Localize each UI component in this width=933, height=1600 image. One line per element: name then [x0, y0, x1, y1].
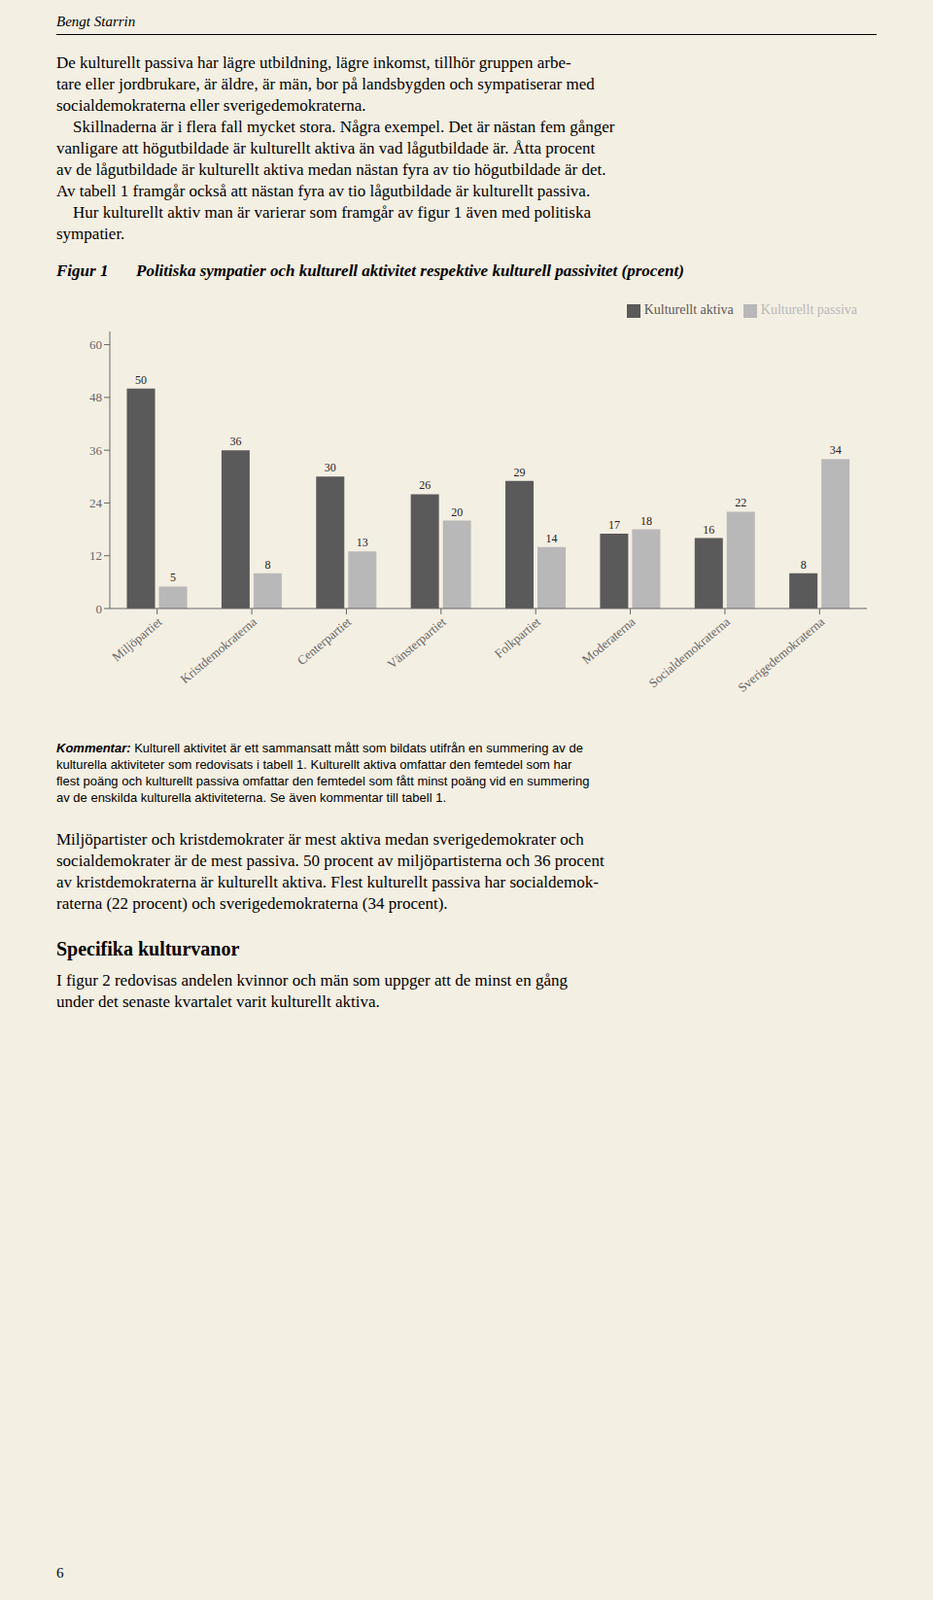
svg-text:Folkpartiet: Folkpartiet	[491, 614, 545, 661]
svg-text:48: 48	[89, 389, 103, 405]
svg-text:20: 20	[450, 505, 463, 519]
svg-text:22: 22	[734, 495, 747, 510]
svg-text:Socialdemokraterna: Socialdemokraterna	[646, 614, 733, 691]
svg-text:Vänsterpartiet: Vänsterpartiet	[384, 614, 450, 672]
svg-text:14: 14	[546, 531, 558, 546]
svg-text:34: 34	[829, 443, 842, 457]
svg-text:60: 60	[89, 337, 103, 352]
html-text:Av tabell 1 framgår också att: Av tabell 1 framgår också att nästan fyr…	[56, 181, 591, 201]
html-text:Miljöpartister och kristdemokr: Miljöpartister och kristdemokrater är me…	[56, 829, 584, 849]
html-text:sympatier.: sympatier.	[56, 224, 125, 243]
svg-text:24: 24	[89, 495, 104, 511]
html-text:flest poäng och kulturellt pas: flest poäng och kulturellt passiva omfat…	[56, 773, 590, 789]
svg-text:29: 29	[514, 465, 526, 480]
html-text:Kulturellt passiva: Kulturellt passiva	[760, 302, 858, 317]
html-text:6: 6	[56, 1564, 64, 1581]
html-text:Politiska sympatier och kultur: Politiska sympatier och kulturell aktivi…	[136, 261, 685, 280]
svg-text:0: 0	[96, 601, 104, 617]
html-text:socialdemokraterna eller sveri: socialdemokraterna eller sverigedemokrat…	[56, 96, 367, 115]
html-text:I figur 2 redovisas andelen kv: I figur 2 redovisas andelen kvinnor och …	[56, 970, 568, 990]
html-text:Figur 1: Figur 1	[56, 261, 109, 280]
html-text:vanligare att högutbildade är: vanligare att högutbildade är kulturellt…	[56, 138, 595, 158]
svg-text:50: 50	[135, 373, 147, 387]
html-text:av de lågutbildade är kulturel: av de lågutbildade är kulturellt aktiva …	[56, 160, 606, 179]
svg-text:36: 36	[89, 443, 104, 458]
html-text:tare eller jordbrukare, är äld: tare eller jordbrukare, är äldre, är män…	[56, 74, 595, 94]
svg-text:5: 5	[170, 570, 176, 585]
svg-text:36: 36	[229, 434, 242, 449]
svg-text:18: 18	[640, 514, 653, 528]
svg-text:Moderaterna: Moderaterna	[579, 614, 639, 667]
html-text:Bengt Starrin: Bengt Starrin	[56, 13, 136, 30]
html-text:Kommentar: Kulturell aktivitet: Kommentar: Kulturell aktivitet är ett sa…	[56, 740, 584, 756]
html-text:av kristdemokraterna är kultur: av kristdemokraterna är kulturellt aktiv…	[56, 872, 599, 892]
svg-text:30: 30	[324, 460, 337, 475]
svg-text:Miljöpartiet: Miljöpartiet	[108, 614, 166, 665]
html-text:Skillnaderna är i flera fall m: Skillnaderna är i flera fall mycket stor…	[56, 117, 615, 137]
html-text:under det senaste kvartalet va: under det senaste kvartalet varit kultur…	[56, 992, 380, 1011]
svg-text:8: 8	[800, 557, 807, 572]
svg-text:12: 12	[89, 548, 103, 563]
svg-text:16: 16	[702, 522, 715, 537]
html-text:Specifika kulturvanor: Specifika kulturvanor	[56, 937, 240, 960]
html-text:socialdemokrater är de mest pa: socialdemokrater är de mest passiva. 50 …	[56, 851, 605, 870]
html-text:De kulturellt passiva har lägr: De kulturellt passiva har lägre utbildni…	[56, 53, 572, 72]
svg-text:26: 26	[418, 478, 431, 492]
svg-text:Centerpartiet: Centerpartiet	[294, 614, 355, 668]
svg-text:Kristdemokraterna: Kristdemokraterna	[177, 614, 260, 687]
html-text:kulturella aktiviteter som red: kulturella aktiviteter som redovisats i …	[56, 757, 572, 772]
html-text:av de enskilda kulturella akti: av de enskilda kulturella aktiviteterna.…	[56, 790, 447, 805]
html-text:Kulturellt aktiva: Kulturellt aktiva	[644, 302, 734, 317]
svg-text:13: 13	[356, 535, 369, 550]
svg-text:8: 8	[264, 557, 271, 572]
svg-text:Sverigedemokraterna: Sverigedemokraterna	[734, 614, 828, 695]
html-text:Hur kulturellt aktiv man är va: Hur kulturellt aktiv man är varierar som…	[56, 203, 591, 222]
svg-text:17: 17	[608, 518, 621, 532]
html-text:raterna (22 procent) och sveri: raterna (22 procent) och sverigedemokrat…	[56, 894, 448, 913]
